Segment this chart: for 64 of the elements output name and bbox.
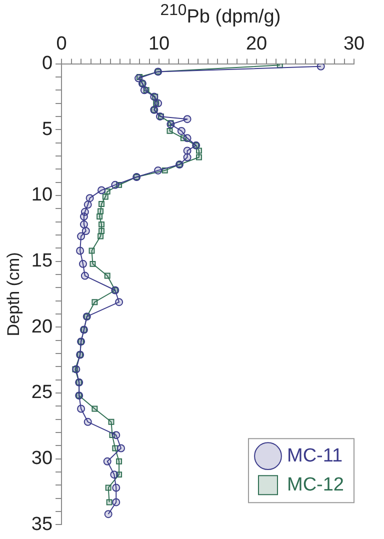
point bbox=[106, 499, 112, 506]
x-tick-label: 10 bbox=[148, 34, 170, 55]
point bbox=[183, 115, 192, 124]
point bbox=[96, 214, 103, 220]
point bbox=[102, 194, 108, 200]
point bbox=[115, 298, 124, 306]
point bbox=[104, 272, 110, 279]
point bbox=[183, 134, 192, 142]
point bbox=[98, 228, 104, 234]
point bbox=[112, 484, 120, 492]
x-tick-label: 0 bbox=[56, 34, 67, 55]
y-tick-label: 5 bbox=[42, 118, 53, 140]
point bbox=[92, 299, 98, 306]
point bbox=[103, 457, 112, 466]
point bbox=[116, 458, 122, 464]
point bbox=[98, 201, 104, 207]
point bbox=[117, 444, 125, 452]
point bbox=[111, 180, 120, 189]
x-axis-title: $^{210}$Pb (dpm/g) bbox=[159, 2, 282, 28]
x-tick-label: 30 bbox=[343, 34, 365, 55]
point bbox=[84, 200, 92, 209]
point bbox=[77, 232, 86, 240]
point bbox=[166, 128, 173, 134]
point bbox=[177, 126, 186, 135]
point bbox=[98, 233, 104, 240]
point bbox=[77, 404, 86, 413]
y-tick-label: 30 bbox=[31, 448, 53, 470]
point bbox=[134, 74, 143, 82]
y-tick-label: 10 bbox=[31, 184, 53, 206]
point bbox=[140, 86, 148, 94]
point bbox=[183, 153, 192, 162]
point bbox=[110, 470, 118, 479]
point bbox=[316, 64, 325, 70]
point bbox=[84, 418, 92, 426]
y-tick-label: 20 bbox=[31, 316, 53, 338]
point bbox=[78, 260, 87, 268]
point bbox=[98, 186, 106, 194]
y-tick-label: 0 bbox=[42, 53, 53, 74]
point bbox=[82, 227, 90, 236]
point bbox=[104, 510, 112, 518]
point bbox=[196, 148, 202, 154]
point bbox=[80, 272, 89, 280]
y-tick-label: 15 bbox=[31, 250, 53, 272]
point bbox=[105, 484, 112, 491]
point bbox=[92, 406, 98, 412]
point bbox=[112, 431, 120, 440]
point bbox=[86, 194, 94, 202]
point bbox=[90, 260, 96, 267]
y-tick-label: 35 bbox=[31, 514, 53, 535]
legend-label: MC-11 bbox=[286, 445, 343, 466]
y-axis-title: Depth (cm) bbox=[4, 252, 23, 336]
point bbox=[183, 146, 192, 155]
x-tick-label: 20 bbox=[246, 34, 268, 55]
point bbox=[98, 221, 104, 228]
legend-label: MC-12 bbox=[286, 474, 344, 496]
point bbox=[196, 154, 202, 160]
point bbox=[154, 166, 162, 174]
point bbox=[80, 212, 88, 221]
point bbox=[154, 99, 162, 108]
point bbox=[112, 498, 120, 506]
point bbox=[108, 418, 114, 425]
point bbox=[80, 220, 88, 228]
point bbox=[76, 246, 84, 255]
y-tick-label: 25 bbox=[31, 382, 53, 404]
